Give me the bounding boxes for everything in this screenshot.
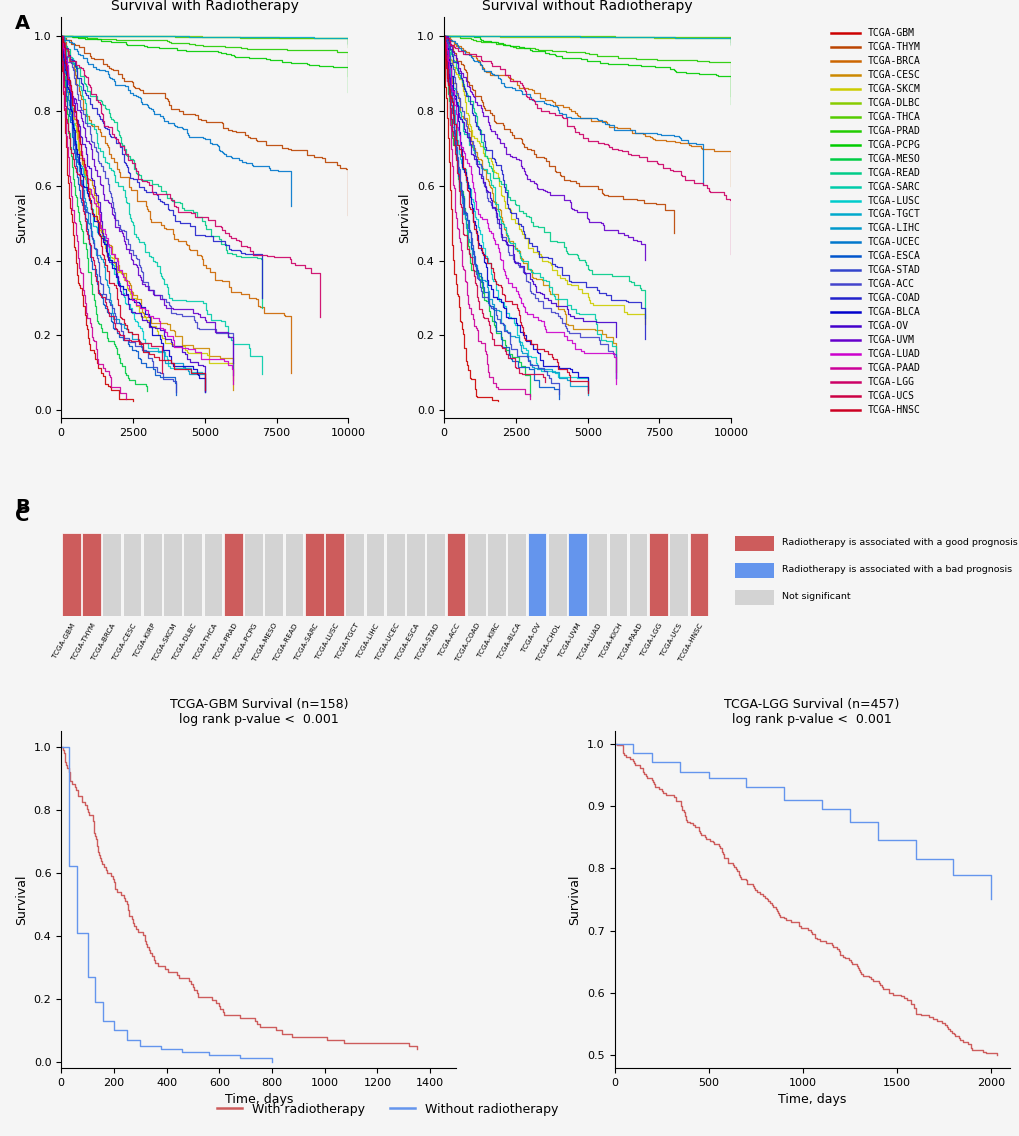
Text: Radiotherapy is associated with a bad prognosis: Radiotherapy is associated with a bad pr… (782, 565, 1011, 574)
Bar (467, 533, 485, 616)
Text: B: B (15, 498, 30, 517)
Text: TCGA-PRAD: TCGA-PRAD (866, 126, 919, 136)
Text: TCGA-THYM: TCGA-THYM (866, 42, 919, 52)
Text: TCGA-ACC: TCGA-ACC (866, 279, 913, 290)
Bar (305, 533, 323, 616)
Bar (143, 533, 161, 616)
Bar (406, 533, 424, 616)
Title: Survival with Radiotherapy: Survival with Radiotherapy (111, 0, 299, 14)
Bar (224, 533, 243, 616)
Text: TCGA-STAD: TCGA-STAD (866, 266, 919, 275)
Text: TCGA-PAAD: TCGA-PAAD (866, 364, 919, 373)
Text: TCGA-DLBC: TCGA-DLBC (866, 98, 919, 108)
Text: TCGA-MESO: TCGA-MESO (866, 153, 919, 164)
Y-axis label: Survival: Survival (568, 875, 581, 925)
Bar (122, 533, 142, 616)
Text: TCGA-BLCA: TCGA-BLCA (866, 307, 919, 317)
Text: TCGA-PCPG: TCGA-PCPG (866, 140, 919, 150)
Bar (568, 533, 586, 616)
Bar (608, 533, 627, 616)
Bar (588, 533, 606, 616)
Bar (264, 533, 283, 616)
Bar (527, 533, 546, 616)
Text: TCGA-LUSC: TCGA-LUSC (866, 195, 919, 206)
Y-axis label: Survival: Survival (15, 192, 29, 243)
Text: TCGA-COAD: TCGA-COAD (866, 293, 919, 303)
Bar (62, 533, 81, 616)
Text: TCGA-UCEC: TCGA-UCEC (866, 237, 919, 248)
Legend: With radiotherapy, Without radiotherapy: With radiotherapy, Without radiotherapy (212, 1097, 562, 1120)
Text: Radiotherapy is associated with a good prognosis: Radiotherapy is associated with a good p… (782, 538, 1017, 548)
Bar (204, 533, 222, 616)
Text: TCGA-CESC: TCGA-CESC (866, 70, 919, 80)
Text: Not significant: Not significant (782, 592, 850, 601)
Bar (487, 533, 505, 616)
Bar (689, 533, 707, 616)
Bar (629, 533, 647, 616)
FancyBboxPatch shape (735, 562, 773, 578)
Text: TCGA-BRCA: TCGA-BRCA (866, 56, 919, 66)
Bar (163, 533, 181, 616)
Text: TCGA-READ: TCGA-READ (866, 168, 919, 177)
Text: TCGA-LUAD: TCGA-LUAD (866, 349, 919, 359)
Bar (506, 533, 526, 616)
Bar (426, 533, 444, 616)
Title: Survival without Radiotherapy: Survival without Radiotherapy (482, 0, 692, 14)
X-axis label: Time, days: Time, days (777, 1093, 846, 1106)
Bar (547, 533, 566, 616)
Bar (284, 533, 303, 616)
Bar (668, 533, 687, 616)
Bar (345, 533, 364, 616)
Bar (446, 533, 465, 616)
Y-axis label: Survival: Survival (397, 192, 411, 243)
Y-axis label: Survival: Survival (15, 875, 29, 925)
FancyBboxPatch shape (735, 536, 773, 551)
Bar (102, 533, 121, 616)
Bar (385, 533, 405, 616)
Text: TCGA-OV: TCGA-OV (866, 321, 908, 331)
FancyBboxPatch shape (735, 590, 773, 604)
Text: TCGA-LIHC: TCGA-LIHC (866, 224, 919, 234)
Text: C: C (15, 506, 30, 525)
Text: TCGA-UCS: TCGA-UCS (866, 391, 913, 401)
Text: TCGA-GBM: TCGA-GBM (866, 28, 913, 39)
Bar (244, 533, 263, 616)
Text: TCGA-SARC: TCGA-SARC (866, 182, 919, 192)
X-axis label: Time, days: Time, days (224, 1093, 292, 1106)
Bar (366, 533, 384, 616)
Text: TCGA-ESCA: TCGA-ESCA (866, 251, 919, 261)
Bar (83, 533, 101, 616)
Text: TCGA-HNSC: TCGA-HNSC (866, 404, 919, 415)
Text: TCGA-UVM: TCGA-UVM (866, 335, 913, 345)
Title: TCGA-GBM Survival (n=158)
log rank p-value <  0.001: TCGA-GBM Survival (n=158) log rank p-val… (169, 698, 347, 726)
Bar (648, 533, 667, 616)
Text: A: A (15, 14, 31, 33)
Bar (183, 533, 202, 616)
Bar (325, 533, 343, 616)
Text: TCGA-TGCT: TCGA-TGCT (866, 209, 919, 219)
Text: TCGA-SKCM: TCGA-SKCM (866, 84, 919, 94)
Text: TCGA-LGG: TCGA-LGG (866, 377, 913, 387)
Title: TCGA-LGG Survival (n=457)
log rank p-value <  0.001: TCGA-LGG Survival (n=457) log rank p-val… (723, 698, 899, 726)
Text: TCGA-THCA: TCGA-THCA (866, 111, 919, 122)
